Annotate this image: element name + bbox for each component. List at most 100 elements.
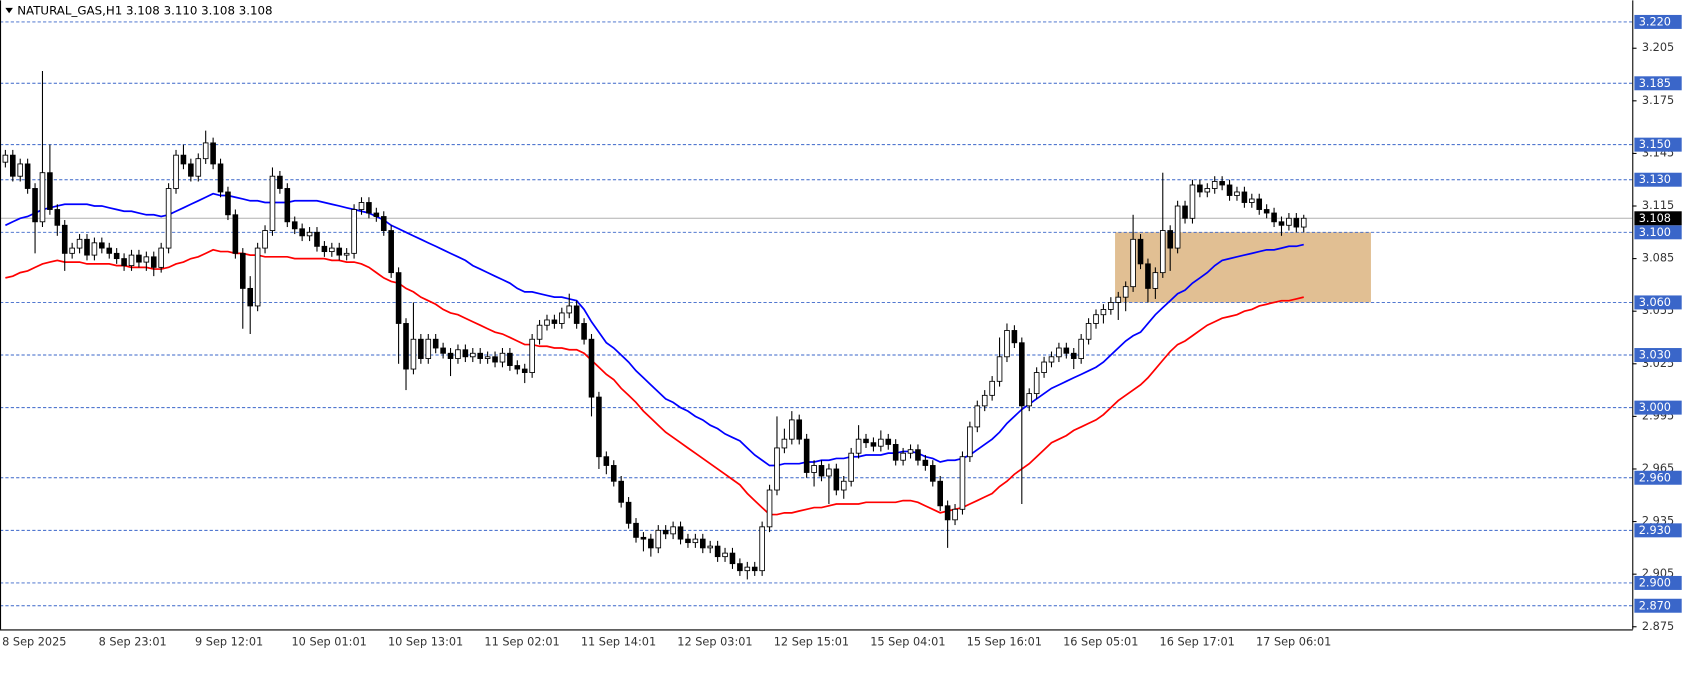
candle-body <box>536 324 543 340</box>
y-tick-label: 3.175 <box>1642 94 1674 107</box>
candle-body <box>907 449 914 454</box>
candle-body <box>217 163 224 193</box>
candle-body <box>863 438 869 444</box>
candle-body <box>1234 191 1240 196</box>
candle-body <box>989 380 995 396</box>
candle-body <box>188 163 194 177</box>
y-tick-label: 3.115 <box>1642 199 1674 212</box>
level-label-box <box>1634 523 1682 538</box>
candle-body <box>737 563 743 572</box>
candle-body <box>878 438 884 447</box>
candle-body <box>1189 184 1196 219</box>
candle-body <box>69 247 75 254</box>
candle-body <box>1011 330 1018 344</box>
candle-body <box>84 238 90 256</box>
candle-body <box>239 252 246 289</box>
candle-body <box>796 419 803 440</box>
candle-body <box>1226 184 1233 196</box>
candle-body <box>855 438 862 454</box>
candle-body <box>803 438 810 473</box>
candle-body <box>870 442 877 447</box>
candle-body <box>277 175 283 189</box>
zone-layer <box>1115 232 1371 303</box>
candle-body <box>150 256 157 268</box>
candle-body <box>47 172 53 210</box>
candle-body <box>321 245 328 253</box>
menu-triangle <box>5 7 13 14</box>
candle-body <box>143 256 150 263</box>
candle-body <box>1026 393 1033 407</box>
candle-body <box>588 338 595 398</box>
level-label: 3.220 <box>1639 15 1671 28</box>
candle-body <box>358 202 365 210</box>
level-label-box <box>1634 348 1682 363</box>
candle-body <box>781 438 788 449</box>
candle-body <box>24 163 31 189</box>
x-tick-label: 11 Sep 14:01 <box>581 635 656 648</box>
level-label: 3.030 <box>1639 349 1671 362</box>
level-label-box <box>1634 575 1682 590</box>
candle-body <box>1093 314 1099 324</box>
candle-body <box>1041 361 1047 373</box>
candle-body <box>1130 238 1136 288</box>
candle-body <box>1019 342 1025 407</box>
candle-body <box>180 154 187 165</box>
candle-body <box>529 338 535 373</box>
level-label: 2.960 <box>1639 471 1671 484</box>
candle-body <box>373 212 380 217</box>
last-price-box <box>1634 211 1682 226</box>
candle-body <box>1100 309 1107 316</box>
candle-body <box>915 449 921 461</box>
candle-body <box>974 405 981 428</box>
candle-body <box>685 538 691 544</box>
level-label-box <box>1634 14 1682 29</box>
candle-body <box>759 526 765 572</box>
candle-body <box>366 202 372 214</box>
candle-body <box>136 254 142 263</box>
level-label-box <box>1634 400 1682 415</box>
y-tick-label: 3.085 <box>1642 252 1674 265</box>
level-label: 3.000 <box>1639 401 1671 414</box>
candle-body <box>1122 286 1129 298</box>
candle-body <box>692 538 699 544</box>
candle-body <box>455 349 461 359</box>
x-tick-label: 10 Sep 01:01 <box>292 635 367 648</box>
candle-body <box>225 191 231 216</box>
level-label-box <box>1634 295 1682 310</box>
x-tick-label: 12 Sep 03:01 <box>677 635 752 648</box>
candle-body <box>158 247 164 268</box>
candle-body <box>2 154 9 163</box>
candle-body <box>892 444 899 461</box>
candle-body <box>202 142 209 160</box>
candle-body <box>336 247 343 256</box>
candle-body <box>1159 230 1166 274</box>
candle-body <box>1048 356 1055 363</box>
candle-body <box>1085 323 1092 340</box>
x-tick-label: 8 Sep 23:01 <box>99 635 167 648</box>
candle-body <box>1271 212 1277 223</box>
candle-body <box>1056 347 1062 358</box>
level-label-box <box>1634 137 1682 152</box>
candle-body <box>254 247 261 307</box>
candle-body <box>1293 217 1300 228</box>
candle-body <box>1219 181 1225 186</box>
candle-body <box>507 352 513 366</box>
candle-body <box>1137 238 1144 265</box>
candle-body <box>662 529 669 535</box>
candle-body <box>99 242 105 249</box>
candle-body <box>944 505 951 521</box>
candle-body <box>559 312 565 324</box>
candle-body <box>477 352 484 359</box>
axis-layer: 3.2053.1753.1453.1153.0853.0553.0252.995… <box>0 0 1682 648</box>
candle-body <box>677 526 684 540</box>
candle-body <box>551 319 558 324</box>
candle-body <box>952 508 958 521</box>
candle-body <box>1263 209 1270 214</box>
y-tick-label: 3.205 <box>1642 41 1674 54</box>
candle-body <box>900 452 906 461</box>
candle-body <box>655 529 662 549</box>
candle-body <box>262 230 268 249</box>
candle-body <box>39 172 46 223</box>
candle-body <box>521 368 528 373</box>
